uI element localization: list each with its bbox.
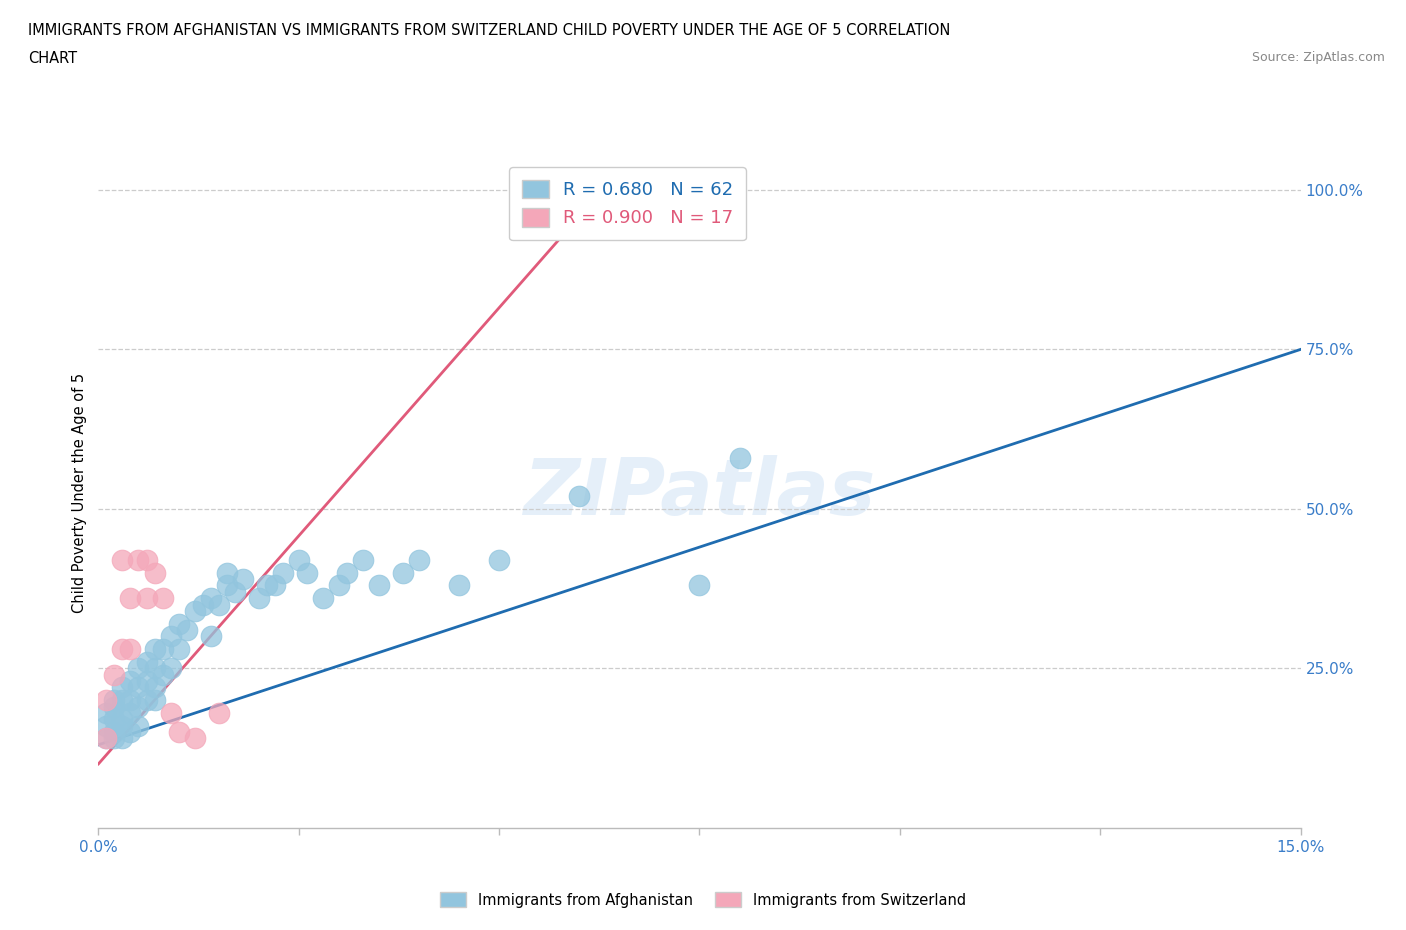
Point [167,724,190,739]
Point [120,591,142,605]
Point [111,693,134,708]
Point [111,552,134,567]
Point [256,578,278,592]
Point [224,584,246,599]
Point [128,661,150,676]
Point [96,731,118,746]
Point [111,718,134,733]
Point [336,565,359,580]
Point [128,699,150,714]
Point [135,673,157,688]
Point [120,706,142,721]
Text: IMMIGRANTS FROM AFGHANISTAN VS IMMIGRANTS FROM SWITZERLAND CHILD POVERTY UNDER T: IMMIGRANTS FROM AFGHANISTAN VS IMMIGRANT… [28,23,950,38]
Point [128,680,150,695]
Point [120,693,142,708]
Point [143,693,166,708]
Point [120,673,142,688]
Point [352,552,374,567]
Point [128,718,150,733]
Y-axis label: Child Poverty Under the Age of 5: Child Poverty Under the Age of 5 [72,373,87,613]
Point [135,591,157,605]
Point [159,661,181,676]
Point [312,591,335,605]
Text: Source: ZipAtlas.com: Source: ZipAtlas.com [1251,51,1385,64]
Point [288,552,311,567]
Point [135,552,157,567]
Point [215,565,238,580]
Point [159,629,181,644]
Point [368,578,391,592]
Point [103,693,125,708]
Point [103,724,125,739]
Point [143,661,166,676]
Point [152,667,174,682]
Point [120,642,142,657]
Point [103,731,125,746]
Point [96,706,118,721]
Point [96,693,118,708]
Point [247,591,270,605]
Point [271,565,294,580]
Point [135,655,157,670]
Point [176,622,198,637]
Point [143,680,166,695]
Legend: Immigrants from Afghanistan, Immigrants from Switzerland: Immigrants from Afghanistan, Immigrants … [434,886,972,913]
Point [728,450,751,465]
Point [183,731,205,746]
Point [111,642,134,657]
Point [183,604,205,618]
Point [392,565,415,580]
Point [232,572,254,587]
Point [167,617,190,631]
Point [96,718,118,733]
Point [103,699,125,714]
Point [111,711,134,726]
Text: CHART: CHART [28,51,77,66]
Point [191,597,214,612]
Point [143,642,166,657]
Point [103,667,125,682]
Point [103,711,125,726]
Point [152,591,174,605]
Point [135,693,157,708]
Point [568,488,591,503]
Point [200,591,222,605]
Point [200,629,222,644]
Point [488,552,510,567]
Point [208,597,231,612]
Point [295,565,318,580]
Point [120,724,142,739]
Point [328,578,350,592]
Point [167,642,190,657]
Point [689,578,711,592]
Point [215,578,238,592]
Point [609,182,631,197]
Point [96,731,118,746]
Point [408,552,430,567]
Legend: R = 0.680   N = 62, R = 0.900   N = 17: R = 0.680 N = 62, R = 0.900 N = 17 [509,167,745,240]
Point [111,680,134,695]
Point [143,565,166,580]
Point [111,731,134,746]
Point [152,642,174,657]
Point [208,706,231,721]
Point [128,552,150,567]
Point [159,706,181,721]
Point [447,578,470,592]
Text: ZIPatlas: ZIPatlas [523,455,876,531]
Point [263,578,285,592]
